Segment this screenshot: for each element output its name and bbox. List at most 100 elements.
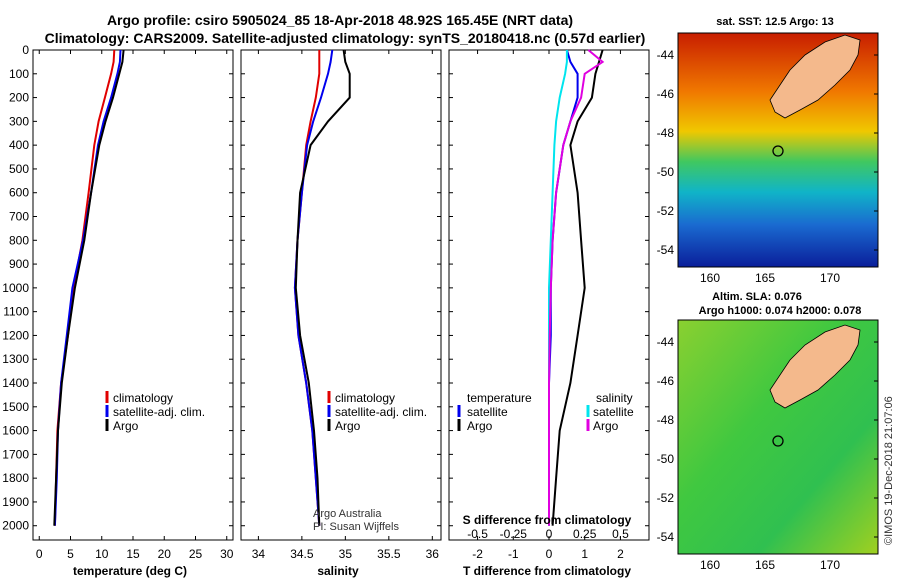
legend-s-satellite-label: satellite bbox=[593, 405, 634, 419]
temperature-legend: climatology satellite-adj. clim. Argo bbox=[105, 391, 205, 433]
legend-t-satellite-label: satellite bbox=[467, 405, 508, 419]
map-lat-label: -54 bbox=[657, 243, 675, 257]
map-lon-label: 165 bbox=[755, 271, 775, 285]
depth-tick-label: 1200 bbox=[2, 328, 29, 342]
s-difference-axis-label: S difference from climatology bbox=[463, 513, 632, 527]
temperature-axis-label: temperature (deg C) bbox=[73, 564, 187, 578]
depth-tick-label: 500 bbox=[9, 162, 29, 176]
depth-tick-label: 2000 bbox=[2, 519, 29, 533]
legend-s-argo-label: Argo bbox=[593, 419, 619, 433]
map-lat-label: -50 bbox=[657, 452, 675, 466]
series-line bbox=[53, 49, 125, 526]
salinity-legend: climatology satellite-adj. clim. Argo bbox=[327, 391, 427, 433]
legend-climatology-label: climatology bbox=[335, 391, 395, 405]
sst-argo-location-marker bbox=[772, 145, 784, 157]
difference-legend-salinity: salinity satellite Argo bbox=[586, 391, 634, 433]
map-lat-label: -54 bbox=[657, 530, 675, 544]
map-lat-label: -46 bbox=[657, 374, 675, 388]
depth-tick-label: 1000 bbox=[2, 281, 29, 295]
sla-argo-location-marker bbox=[772, 435, 784, 447]
legend-satellite-label: satellite-adj. clim. bbox=[113, 405, 205, 419]
x-top-tick-label: 0.25 bbox=[573, 527, 597, 541]
salinity-plot-frame bbox=[240, 49, 442, 541]
difference-legend-temperature: temperature satellite Argo bbox=[457, 391, 532, 433]
x-tick-label: 36 bbox=[426, 547, 440, 561]
legend-climatology-label: climatology bbox=[113, 391, 173, 405]
x-tick-label: 35 bbox=[339, 547, 353, 561]
legend-argo-label: Argo bbox=[335, 419, 361, 433]
x-tick-label: 0 bbox=[36, 547, 43, 561]
sst-map-title: sat. SST: 12.5 Argo: 13 bbox=[716, 16, 834, 28]
depth-tick-label: 1700 bbox=[2, 447, 29, 461]
salinity-panel: 34 34.5 35 35.5 36 salinity climatology sate… bbox=[240, 49, 442, 578]
t-difference-axis-label: T difference from climatology bbox=[463, 564, 631, 578]
depth-tick-labels: 0 100 200 300 400 500 600 700 800 900 1000 1100 1200… bbox=[2, 43, 29, 533]
temperature-axis-ticks: 0 5 10 15 20 25 30 bbox=[33, 49, 234, 561]
depth-tick-label: 800 bbox=[9, 233, 29, 247]
x-tick-label: 2 bbox=[617, 547, 624, 561]
x-top-tick-label: 0 bbox=[546, 527, 553, 541]
imos-credit: ©IMOS 19-Dec-2018 21:07:06 bbox=[883, 396, 895, 545]
depth-tick-label: 1900 bbox=[2, 495, 29, 509]
x-tick-label: 10 bbox=[95, 547, 109, 561]
difference-panel: -2 -1 0 1 2 -0.5 -0.25 0 0.25 0.5 S difference fr… bbox=[448, 49, 650, 578]
x-tick-label: 15 bbox=[126, 547, 140, 561]
map-lat-label: -44 bbox=[657, 335, 675, 349]
legend-argo-label: Argo bbox=[113, 419, 139, 433]
depth-tick-label: 600 bbox=[9, 186, 29, 200]
depth-tick-label: 1800 bbox=[2, 471, 29, 485]
map-lat-label: -48 bbox=[657, 413, 675, 427]
map-lat-label: -44 bbox=[657, 48, 675, 62]
x-tick-label: -1 bbox=[508, 547, 519, 561]
x-tick-label: 25 bbox=[189, 547, 203, 561]
x-tick-label: 1 bbox=[581, 547, 588, 561]
sla-map-title-1: Altim. SLA: 0.076 bbox=[712, 291, 802, 303]
map-lon-label: 160 bbox=[700, 558, 720, 572]
depth-tick-label: 200 bbox=[9, 91, 29, 105]
sst-map: sat. SST: 12.5 Argo: 13 160 165 170 -44 -46 -… bbox=[657, 16, 879, 285]
depth-tick-label: 1400 bbox=[2, 376, 29, 390]
x-tick-label: 20 bbox=[158, 547, 172, 561]
x-top-tick-label: 0.5 bbox=[612, 527, 629, 541]
sla-map-title-2: Argo h1000: 0.074 h2000: 0.078 bbox=[699, 305, 862, 317]
map-lat-label: -46 bbox=[657, 87, 675, 101]
map-lat-label: -52 bbox=[657, 204, 675, 218]
map-lat-label: -52 bbox=[657, 491, 675, 505]
salinity-axis-label: salinity bbox=[317, 564, 359, 578]
sst-map-land bbox=[769, 34, 861, 119]
series-line bbox=[551, 49, 604, 526]
series-line bbox=[294, 49, 351, 526]
map-lon-label: 165 bbox=[755, 558, 775, 572]
x-tick-label: 34 bbox=[252, 547, 266, 561]
depth-tick-label: 1300 bbox=[2, 352, 29, 366]
figure-title-line2: Climatology: CARS2009. Satellite-adjuste… bbox=[45, 30, 646, 46]
sst-map-ticks: 160 165 170 -44 -46 -48 -50 -52 -54 bbox=[657, 48, 878, 285]
x-tick-label: 35.5 bbox=[377, 547, 401, 561]
legend-satellite-label: satellite-adj. clim. bbox=[335, 405, 427, 419]
x-tick-label: -2 bbox=[472, 547, 483, 561]
x-top-tick-label: -0.5 bbox=[467, 527, 488, 541]
depth-tick-label: 300 bbox=[9, 114, 29, 128]
sla-map: Altim. SLA: 0.076 Argo h1000: 0.074 h200… bbox=[657, 291, 879, 572]
legend-t-argo-label: Argo bbox=[467, 419, 493, 433]
salinity-axis-ticks: 34 34.5 35 35.5 36 bbox=[241, 49, 441, 561]
x-tick-label: 30 bbox=[220, 547, 234, 561]
series-line bbox=[548, 49, 605, 526]
legend-temperature-heading: temperature bbox=[467, 391, 532, 405]
sla-map-ticks: 160 165 170 -44 -46 -48 -50 -52 -54 bbox=[657, 335, 878, 572]
map-lat-label: -48 bbox=[657, 126, 675, 140]
figure-title-line1: Argo profile: csiro 5905024_85 18-Apr-20… bbox=[107, 12, 573, 28]
depth-tick-label: 0 bbox=[22, 43, 29, 57]
map-lon-label: 170 bbox=[820, 558, 840, 572]
temperature-plot-frame bbox=[32, 49, 234, 541]
depth-tick-label: 1600 bbox=[2, 424, 29, 438]
depth-tick-label: 1100 bbox=[3, 305, 29, 319]
map-lon-label: 170 bbox=[820, 271, 840, 285]
depth-tick-label: 700 bbox=[9, 210, 29, 224]
legend-salinity-heading: salinity bbox=[596, 391, 633, 405]
temperature-panel: 0 5 10 15 20 25 30 temperature (deg C) climato… bbox=[32, 49, 234, 578]
temperature-series bbox=[53, 49, 125, 526]
x-top-tick-label: -0.25 bbox=[500, 527, 528, 541]
sla-map-land bbox=[769, 324, 861, 409]
